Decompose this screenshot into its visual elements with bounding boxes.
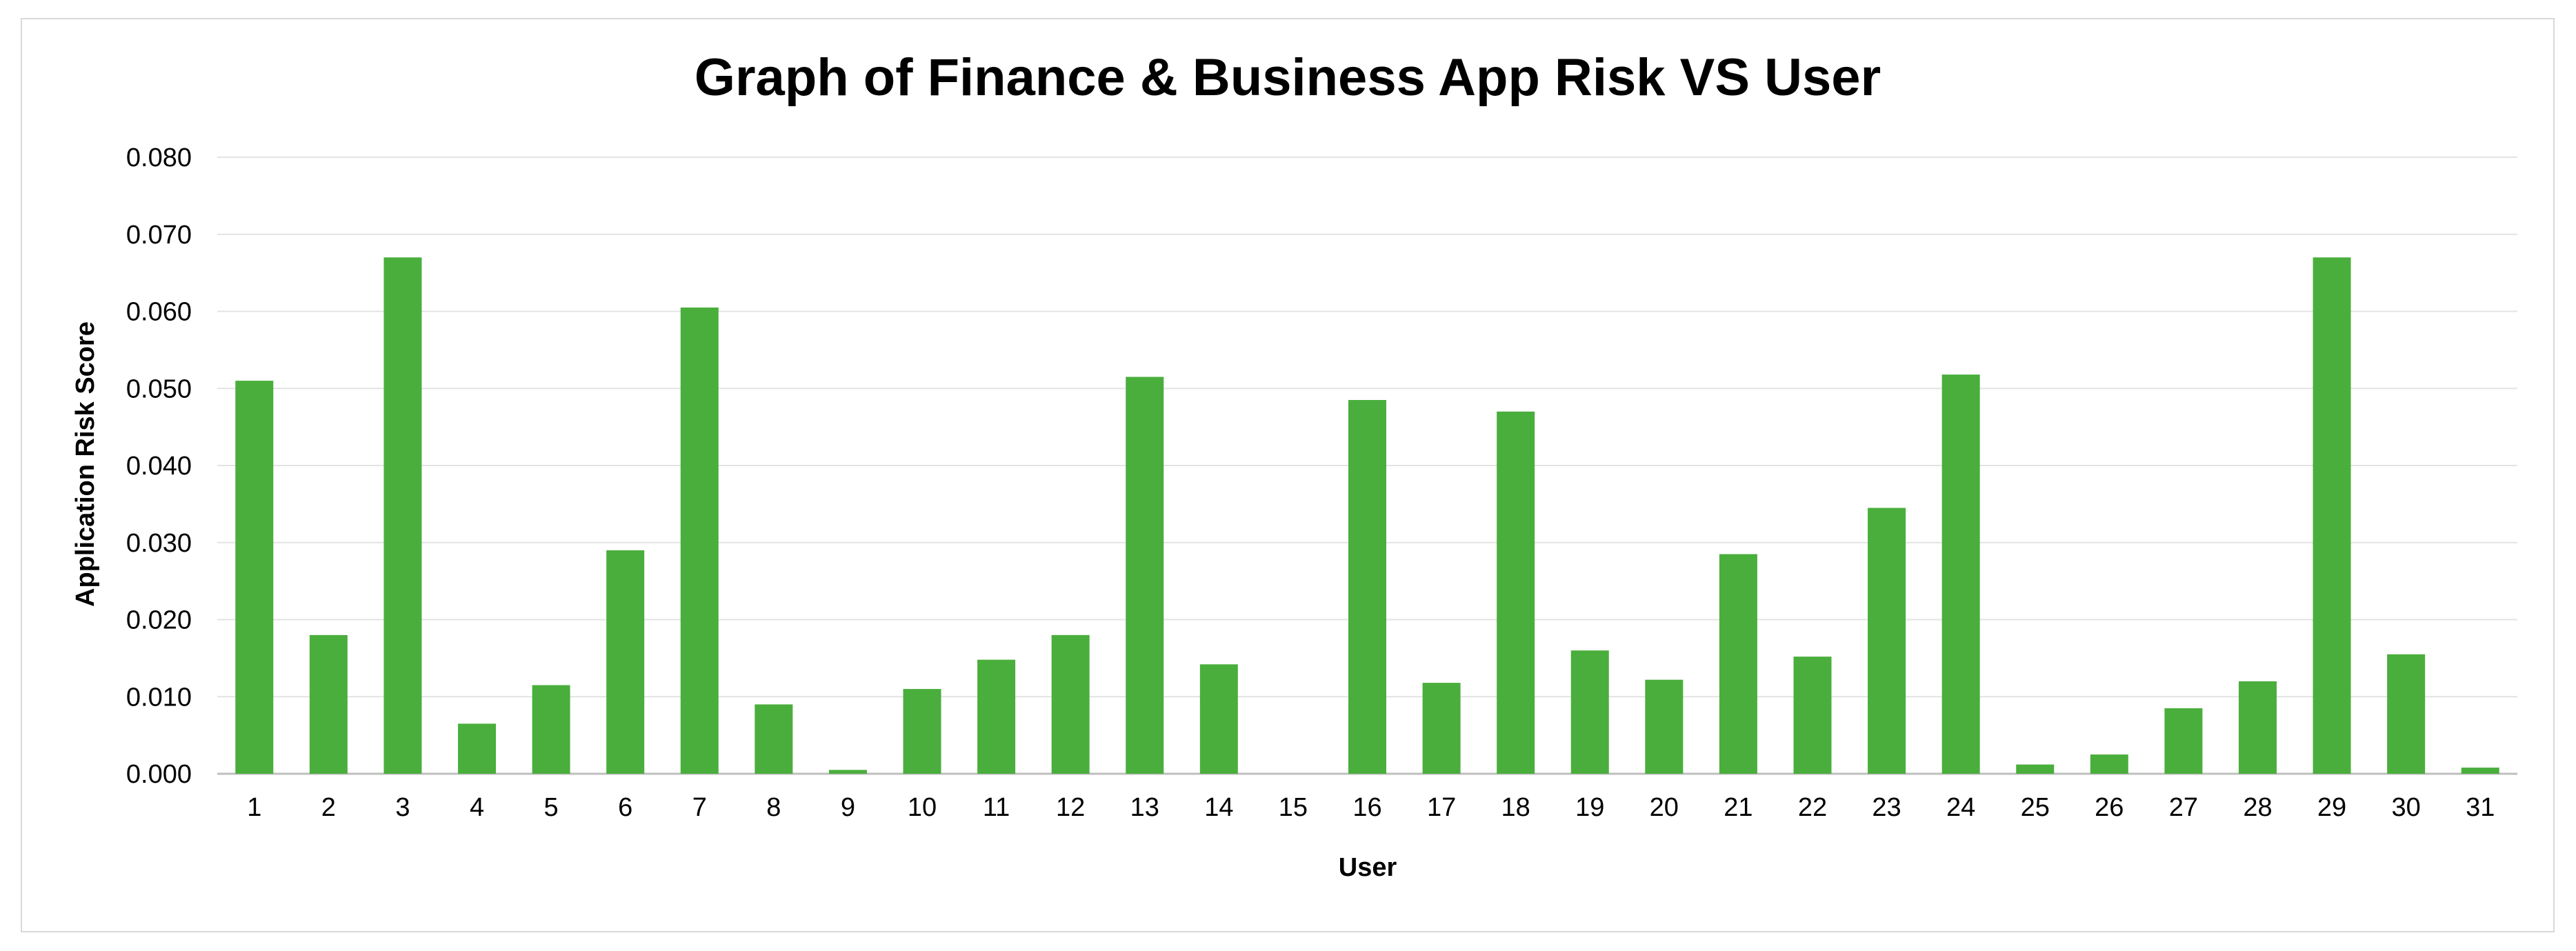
x-tick-label: 16 (1352, 793, 1381, 822)
x-tick-label: 25 (2021, 793, 2050, 822)
bar-user-17 (1422, 683, 1461, 774)
y-tick-label: 0.080 (126, 143, 192, 172)
x-tick-label: 29 (2317, 793, 2346, 822)
x-tick-label: 7 (692, 793, 707, 822)
x-tick-label: 9 (841, 793, 855, 822)
x-tick-label: 24 (1946, 793, 1975, 822)
bar-user-31 (2461, 768, 2499, 774)
bar-user-22 (1793, 657, 1832, 774)
x-tick-label: 2 (321, 793, 336, 822)
y-tick-label: 0.000 (126, 760, 192, 789)
x-tick-label: 18 (1501, 793, 1530, 822)
x-tick-label: 15 (1279, 793, 1308, 822)
x-tick-labels: 1 2 3 4 5 6 7 8 9 10 11 12 13 14 15 16 17 18 19 20 21 22 23 24 2… (247, 793, 2495, 822)
bar-user-25 (2016, 764, 2055, 774)
y-axis-title: Application Risk Score (71, 321, 100, 607)
x-tick-label: 22 (1798, 793, 1827, 822)
x-tick-label: 8 (766, 793, 781, 822)
x-tick-label: 20 (1650, 793, 1679, 822)
x-tick-label: 6 (618, 793, 632, 822)
bar-user-3 (383, 257, 422, 774)
x-tick-label: 5 (544, 793, 559, 822)
y-tick-label: 0.010 (126, 683, 192, 712)
x-tick-label: 3 (395, 793, 410, 822)
bar-user-4 (458, 723, 497, 774)
bar-user-6 (606, 550, 645, 774)
x-tick-label: 26 (2095, 793, 2124, 822)
bar-user-21 (1719, 554, 1757, 774)
y-tick-label: 0.060 (126, 298, 192, 327)
y-tick-label: 0.030 (126, 529, 192, 558)
bar-user-19 (1570, 650, 1609, 774)
x-tick-label: 31 (2466, 793, 2495, 822)
bar-user-29 (2313, 257, 2351, 774)
bar-user-13 (1126, 377, 1164, 774)
bar-user-23 (1868, 508, 1906, 774)
x-tick-label: 12 (1056, 793, 1085, 822)
y-tick-label: 0.050 (126, 374, 192, 403)
bar-user-9 (828, 770, 867, 774)
bar-user-1 (235, 381, 274, 774)
bar-user-5 (532, 685, 570, 774)
x-tick-label: 27 (2169, 793, 2198, 822)
x-tick-label: 21 (1724, 793, 1753, 822)
bars (235, 257, 2499, 774)
x-tick-label: 28 (2243, 793, 2272, 822)
x-tick-label: 30 (2391, 793, 2420, 822)
x-tick-label: 10 (908, 793, 937, 822)
x-axis-title: User (1339, 853, 1397, 882)
bar-user-14 (1199, 664, 1238, 774)
chart-title: Graph of Finance & Business App Risk VS … (695, 48, 1881, 107)
x-tick-label: 23 (1872, 793, 1901, 822)
bar-user-11 (977, 659, 1016, 774)
gridlines (217, 157, 2517, 775)
y-tick-label: 0.040 (126, 452, 192, 481)
x-tick-label: 13 (1130, 793, 1159, 822)
y-tick-label: 0.070 (126, 221, 192, 250)
y-tick-label: 0.020 (126, 606, 192, 635)
y-tick-labels: 0.000 0.010 0.020 0.030 0.040 0.050 0.060 0.070… (126, 143, 192, 789)
bar-user-28 (2238, 681, 2277, 774)
bar-user-12 (1051, 634, 1090, 774)
bar-user-18 (1497, 411, 1535, 774)
bar-user-26 (2090, 754, 2128, 774)
bar-user-2 (309, 634, 348, 774)
bar-user-10 (903, 689, 941, 774)
chart-frame (21, 18, 2555, 932)
x-tick-label: 14 (1204, 793, 1233, 822)
bar-user-16 (1348, 400, 1386, 774)
x-tick-label: 4 (470, 793, 484, 822)
x-tick-label: 17 (1427, 793, 1456, 822)
bar-user-27 (2164, 708, 2203, 774)
bar-user-24 (1941, 374, 1980, 774)
bar-user-30 (2387, 654, 2426, 774)
bar-user-7 (680, 307, 719, 774)
x-tick-label: 19 (1575, 793, 1604, 822)
x-tick-label: 1 (247, 793, 261, 822)
x-tick-label: 11 (983, 793, 1010, 822)
bar-user-20 (1645, 679, 1684, 774)
bar-user-8 (755, 704, 793, 774)
